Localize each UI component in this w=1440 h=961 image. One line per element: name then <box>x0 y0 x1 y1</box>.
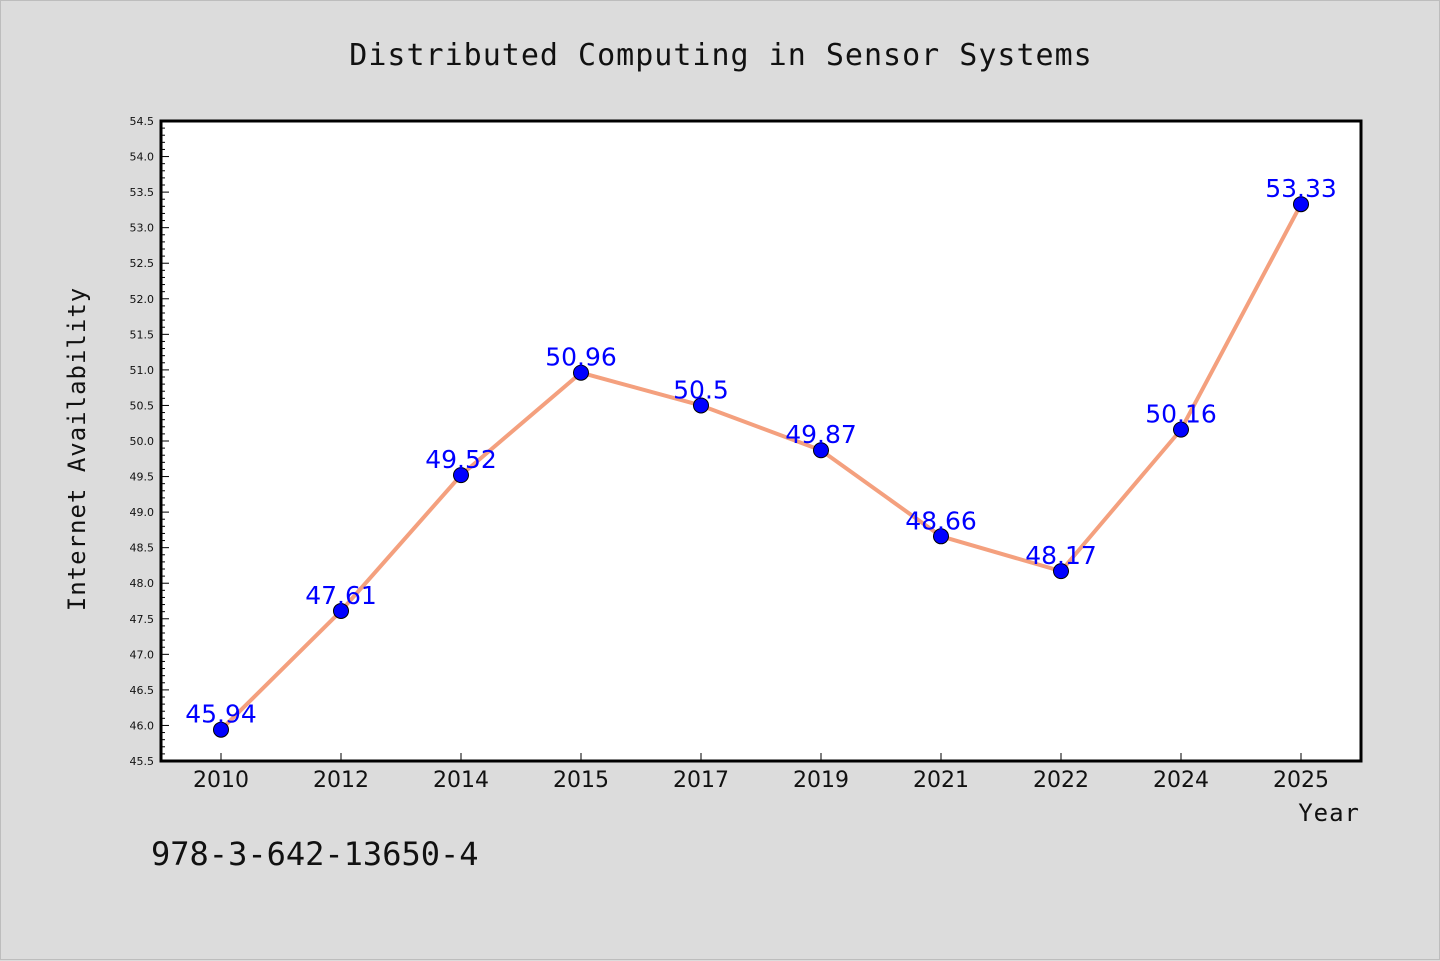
chart-title: Distributed Computing in Sensor Systems <box>349 38 1092 73</box>
y-tick-label: 52.5 <box>130 257 155 270</box>
x-axis-label: Year <box>1298 799 1360 827</box>
y-tick-label: 53.0 <box>130 222 155 235</box>
data-point <box>1293 196 1309 213</box>
data-label: 50.16 <box>1145 400 1217 429</box>
data-label: 49.87 <box>785 420 857 449</box>
x-tick-label: 2021 <box>913 768 969 793</box>
data-label: 49.52 <box>425 445 497 474</box>
data-point <box>333 602 349 619</box>
series-line <box>219 202 1303 732</box>
y-tick-label: 46.0 <box>130 719 155 732</box>
data-point <box>693 397 709 414</box>
series-line-group <box>219 202 1303 732</box>
y-tick-label: 48.0 <box>130 577 155 590</box>
y-tick-label: 48.5 <box>130 542 155 555</box>
data-label: 48.66 <box>905 506 977 535</box>
x-tick-label: 2012 <box>313 768 369 793</box>
y-tick-label: 45.5 <box>130 755 155 768</box>
y-axis-label: Internet Availability <box>63 287 91 611</box>
y-tick-label: 46.5 <box>130 684 155 697</box>
x-tick-label: 2017 <box>673 768 729 793</box>
x-tick-label: 2014 <box>433 768 489 793</box>
data-point <box>933 528 949 545</box>
y-tick-label: 52.0 <box>130 293 155 306</box>
y-tick-label: 49.5 <box>130 471 155 484</box>
x-tick-label: 2024 <box>1153 768 1209 793</box>
footer-isbn: 978-3-642-13650-4 <box>151 835 479 873</box>
x-tick-label: 2025 <box>1273 768 1329 793</box>
y-tick-label: 50.5 <box>130 399 155 412</box>
y-tick-label: 47.0 <box>130 648 155 661</box>
data-point <box>1173 421 1189 438</box>
plot-frame <box>159 119 1363 763</box>
data-point <box>453 467 469 484</box>
x-tick-label: 2010 <box>193 768 249 793</box>
data-point <box>813 442 829 459</box>
data-label: 53.33 <box>1265 174 1337 203</box>
data-label: 48.17 <box>1025 541 1097 570</box>
x-tick-label: 2019 <box>793 768 849 793</box>
data-point <box>573 364 589 381</box>
y-tick-label: 50.0 <box>130 435 155 448</box>
data-point <box>1053 563 1069 580</box>
plot-area <box>161 121 1361 761</box>
y-tick-label: 54.5 <box>130 115 155 128</box>
y-tick-label: 51.0 <box>130 364 155 377</box>
data-point <box>213 721 229 738</box>
y-tick-label: 53.5 <box>130 186 155 199</box>
x-tick-label: 2022 <box>1033 768 1089 793</box>
data-label: 45.94 <box>185 700 257 729</box>
data-label: 47.61 <box>305 581 377 610</box>
y-tick-label: 54.0 <box>130 151 155 164</box>
y-tick-label: 49.0 <box>130 506 155 519</box>
x-tick-label: 2015 <box>553 768 609 793</box>
y-tick-label: 51.5 <box>130 328 155 341</box>
series-markers <box>213 196 1309 738</box>
data-label: 50.5 <box>673 375 729 404</box>
data-label: 50.96 <box>545 343 617 372</box>
data-labels: 45.94 47.61 49.52 50.96 50.5 49.87 48.66 48.17 5… <box>185 174 1337 729</box>
y-tick-label: 47.5 <box>130 613 155 626</box>
x-axis-ticks: 2010 2012 2014 2015 2017 2019 2021 2022 2024 2025 <box>193 753 1329 793</box>
